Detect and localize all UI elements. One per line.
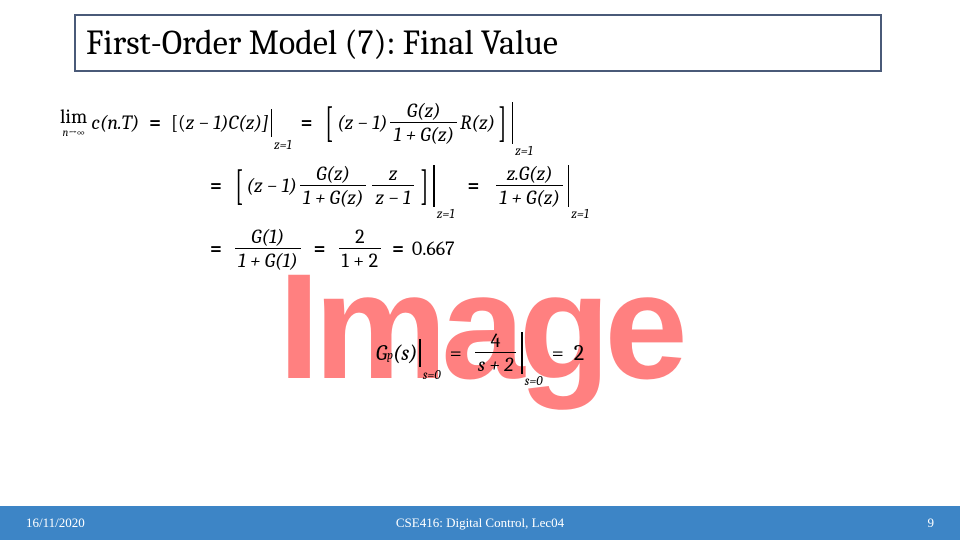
equation-line-3: = G(1) 1 + G(1) = 2 1 + 2 = 0.667 xyxy=(60,226,900,271)
slide-title: First-Order Model (7): Final Value xyxy=(86,23,558,63)
footer-course: CSE416: Digital Control, Lec04 xyxy=(396,515,564,531)
equation-line-1: lim n→∞ c(n.T) = [( z − 1) C(z)] z=1 = [… xyxy=(60,100,900,145)
footer: 16/11/2020 CSE416: Digital Control, Lec0… xyxy=(0,506,960,540)
slide-title-box: First-Order Model (7): Final Value xyxy=(74,14,882,72)
equation-block: lim n→∞ c(n.T) = [( z − 1) C(z)] z=1 = [… xyxy=(60,90,900,289)
footer-page: 9 xyxy=(928,515,935,531)
footer-date: 16/11/2020 xyxy=(26,515,85,531)
equation-gp: Gp(s) s=0 = 4 s + 2 s=0 = 2 xyxy=(0,330,960,375)
equation-line-2: = [ (z − 1) G(z) 1 + G(z) z z − 1 ] z=1 … xyxy=(60,163,900,208)
